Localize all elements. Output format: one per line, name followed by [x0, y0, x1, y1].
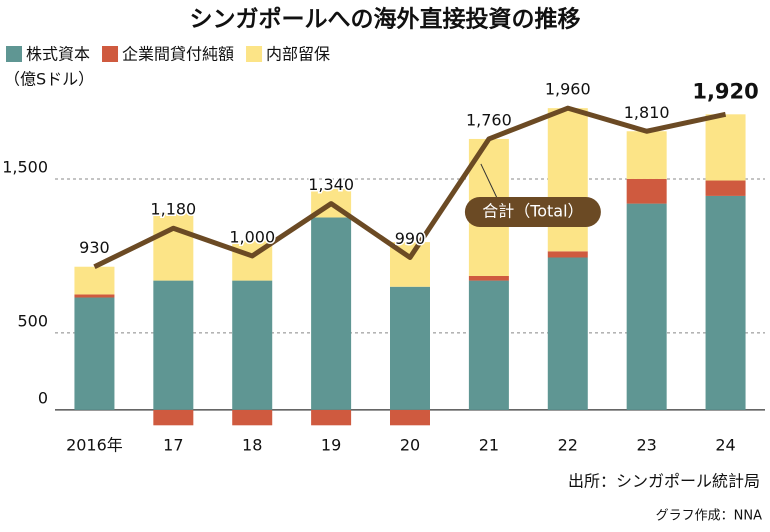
bar-segment — [74, 266, 115, 295]
data-label: 1,810 — [624, 103, 670, 122]
data-label: 990 — [395, 229, 426, 248]
bar-segment — [153, 280, 194, 410]
bar-segment — [74, 294, 115, 298]
bar-segment — [468, 280, 509, 410]
bar-segment — [311, 217, 352, 410]
annotation-box — [464, 197, 601, 227]
annotation-leader — [480, 163, 500, 203]
credit: グラフ作成：NNA — [656, 509, 762, 524]
bar-segment — [153, 409, 194, 426]
total-line — [93, 105, 727, 269]
legend-swatch — [102, 46, 119, 62]
x-tick-label: 2016年 — [66, 436, 123, 455]
data-label: 1,760 — [466, 110, 512, 129]
bar-segment — [468, 275, 509, 281]
bar-segment — [547, 251, 588, 258]
data-label: 1,180 — [150, 200, 196, 219]
bar-segment — [547, 108, 588, 252]
data-label: 1,340 — [308, 175, 354, 194]
bar-segment — [390, 409, 430, 426]
legend-label: 企業間貸付純額 — [122, 45, 234, 64]
bar-segment — [705, 114, 746, 181]
y-tick-label: 500 — [17, 311, 48, 330]
y-tick-label: 0 — [38, 388, 48, 407]
x-tick-label: 19 — [321, 436, 341, 455]
data-label: 1,960 — [545, 80, 591, 99]
source: 出所：シンガポール統計局 — [568, 472, 760, 491]
data-label: 1,000 — [229, 227, 275, 246]
bar-segment — [626, 203, 667, 410]
data-label: 1,920 — [692, 79, 758, 103]
x-tick-label: 18 — [242, 436, 262, 455]
bar-segment — [153, 212, 194, 281]
bar-segment — [626, 131, 667, 179]
y-tick-label: 1,500 — [2, 157, 48, 176]
legend-label: 株式資本 — [26, 45, 90, 64]
bar-segment — [705, 180, 746, 196]
bar-segment — [705, 195, 746, 410]
x-tick-label: 21 — [479, 436, 499, 455]
legend-swatch — [6, 46, 22, 62]
legend-swatch — [246, 46, 263, 62]
x-tick-label: 24 — [715, 436, 735, 455]
x-tick-label: 17 — [163, 436, 183, 455]
bar-segment — [74, 297, 115, 410]
bar-segment — [311, 409, 352, 426]
annotation-label: 合計（Total） — [482, 202, 583, 221]
bar-segment — [547, 257, 588, 410]
x-tick-label: 23 — [636, 436, 656, 455]
legend-label: 内部留保 — [266, 45, 330, 64]
unit-label: （億Sドル） — [4, 70, 94, 89]
chart-title: シンガポールへの海外直接投資の推移 — [190, 6, 581, 33]
bar-segment — [390, 286, 430, 410]
x-tick-label: 20 — [400, 436, 420, 455]
bar-segment — [232, 409, 273, 426]
x-tick-label: 22 — [558, 436, 578, 455]
data-label: 930 — [79, 238, 110, 257]
bar-segment — [626, 178, 667, 204]
bar-segment — [232, 280, 273, 410]
